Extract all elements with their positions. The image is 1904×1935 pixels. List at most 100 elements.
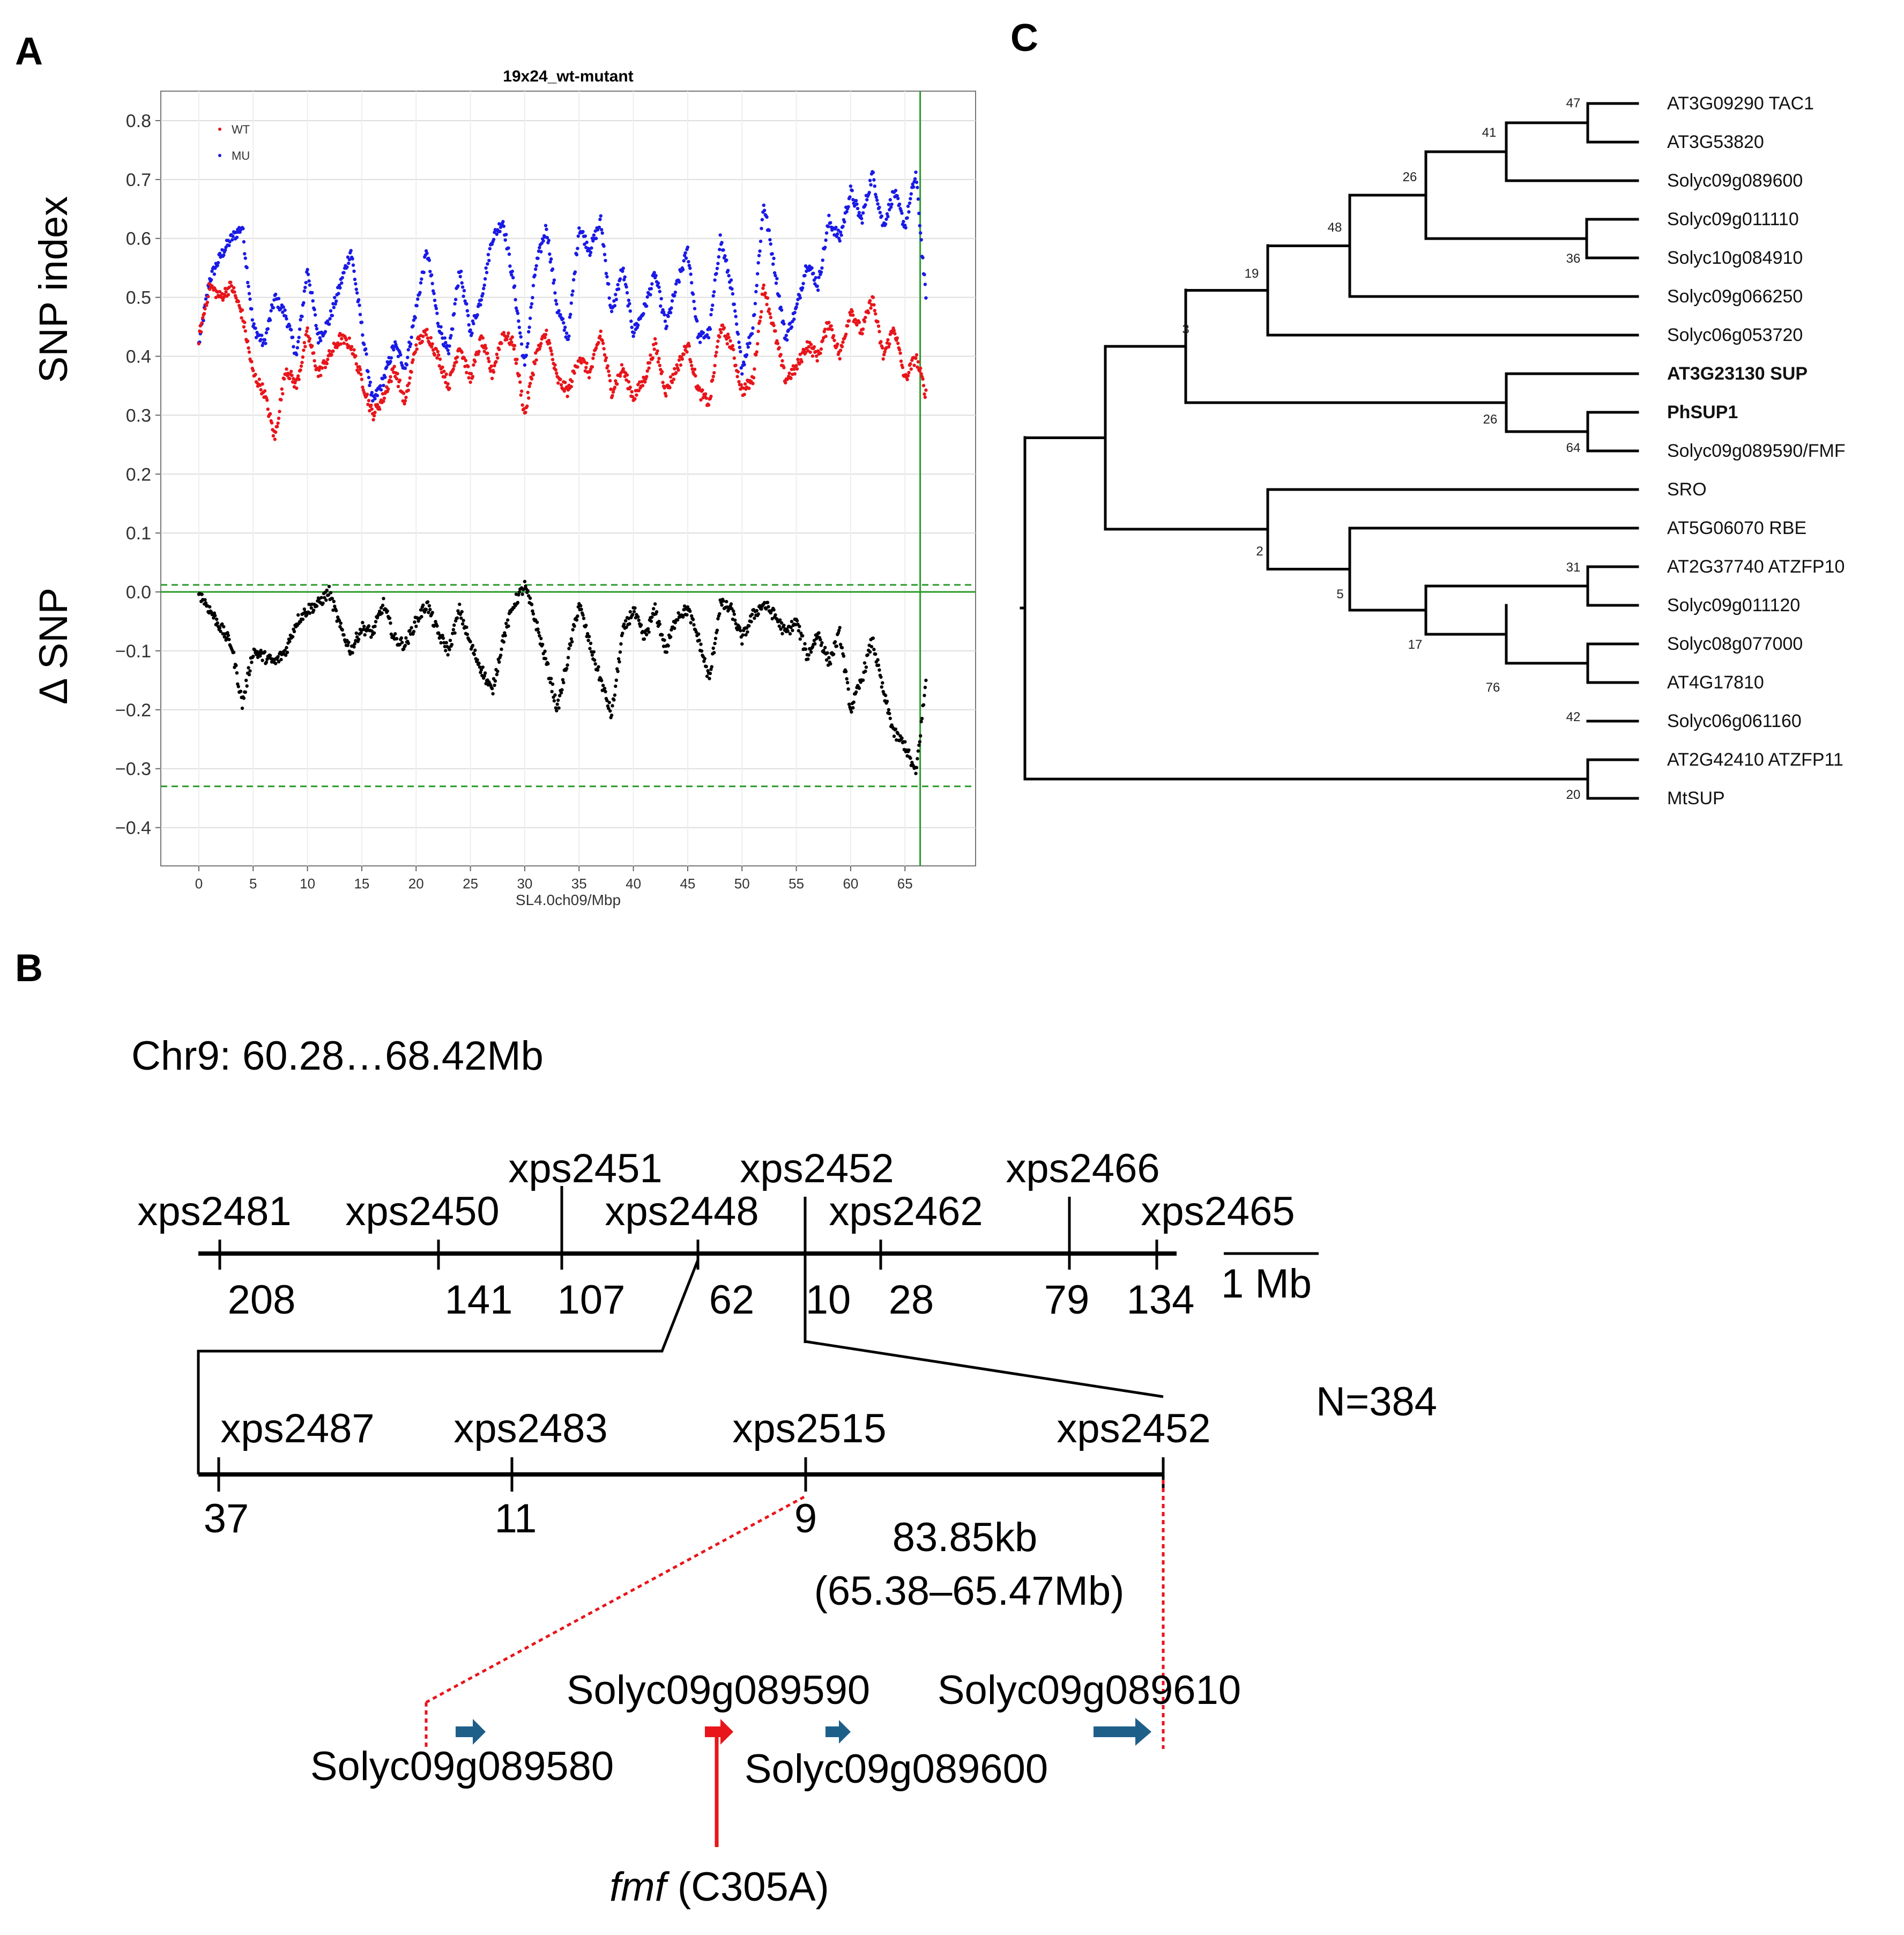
tree-leaf-label: Solyc09g089590/FMF bbox=[1667, 441, 1846, 461]
point-mu bbox=[605, 275, 609, 279]
point-mu bbox=[860, 217, 864, 220]
point-mu bbox=[649, 293, 652, 296]
point-wt bbox=[442, 369, 446, 373]
point-delta bbox=[530, 603, 534, 606]
point-mu bbox=[726, 269, 730, 272]
point-mu bbox=[745, 353, 749, 357]
point-wt bbox=[736, 370, 740, 374]
point-delta bbox=[571, 628, 575, 632]
point-delta bbox=[825, 651, 829, 655]
point-mu bbox=[458, 275, 462, 279]
point-wt bbox=[434, 347, 438, 351]
point-wt bbox=[656, 360, 660, 364]
point-delta bbox=[699, 642, 703, 646]
point-wt bbox=[907, 370, 911, 374]
point-wt bbox=[279, 398, 283, 402]
point-mu bbox=[900, 211, 904, 215]
point-mu bbox=[378, 384, 382, 388]
point-wt bbox=[222, 295, 226, 299]
point-mu bbox=[512, 284, 517, 288]
point-wt bbox=[360, 377, 364, 381]
point-wt bbox=[767, 307, 771, 311]
point-mu bbox=[569, 301, 574, 305]
point-mu bbox=[604, 271, 608, 276]
point-delta bbox=[697, 632, 701, 636]
point-delta bbox=[685, 613, 689, 617]
point-wt bbox=[234, 296, 238, 300]
point-delta bbox=[597, 665, 600, 669]
point-wt bbox=[873, 309, 877, 313]
point-mu bbox=[415, 303, 419, 308]
point-delta bbox=[618, 650, 622, 654]
point-wt bbox=[779, 353, 783, 357]
y-tick-label: 0.2 bbox=[126, 464, 151, 485]
point-mu bbox=[654, 273, 658, 278]
point-wt bbox=[487, 360, 491, 364]
point-wt bbox=[780, 359, 784, 363]
point-wt bbox=[810, 354, 815, 358]
x-tick-label: 25 bbox=[463, 876, 478, 892]
point-delta bbox=[240, 706, 244, 710]
point-mu bbox=[482, 283, 486, 287]
point-wt bbox=[713, 354, 718, 358]
point-wt bbox=[876, 320, 880, 324]
point-delta bbox=[885, 699, 889, 703]
point-mu bbox=[740, 372, 744, 376]
point-mu bbox=[812, 271, 815, 275]
point-mu bbox=[616, 287, 621, 291]
point-delta bbox=[619, 642, 623, 646]
point-wt bbox=[592, 352, 596, 357]
point-delta bbox=[633, 606, 637, 610]
point-mu bbox=[738, 345, 742, 349]
point-mu bbox=[308, 283, 312, 287]
point-delta bbox=[572, 624, 576, 628]
point-wt bbox=[437, 353, 441, 357]
point-wt bbox=[276, 421, 280, 425]
point-mu bbox=[539, 250, 543, 254]
point-mu bbox=[814, 276, 818, 280]
point-delta bbox=[448, 639, 452, 642]
point-delta bbox=[478, 665, 482, 669]
point-delta bbox=[242, 696, 246, 700]
point-delta bbox=[586, 639, 590, 642]
point-delta bbox=[475, 658, 479, 662]
point-delta bbox=[857, 686, 861, 690]
point-wt bbox=[914, 353, 919, 357]
point-mu bbox=[665, 324, 669, 328]
point-delta bbox=[226, 633, 230, 637]
point-wt bbox=[389, 380, 393, 383]
point-mu bbox=[353, 277, 357, 281]
point-wt bbox=[247, 350, 251, 354]
point-mu bbox=[687, 260, 690, 264]
y-tick-label: 0.8 bbox=[126, 111, 151, 131]
point-mu bbox=[824, 238, 828, 242]
point-delta bbox=[589, 641, 593, 646]
point-mu bbox=[215, 263, 219, 268]
point-wt bbox=[339, 342, 343, 346]
point-wt bbox=[850, 309, 854, 314]
point-mu bbox=[333, 302, 337, 306]
point-delta bbox=[491, 692, 495, 696]
point-mu bbox=[382, 383, 385, 388]
point-delta bbox=[916, 749, 920, 753]
point-mu bbox=[569, 313, 572, 316]
point-mu bbox=[628, 302, 631, 306]
point-wt bbox=[758, 319, 762, 323]
point-mu bbox=[912, 185, 916, 189]
bootstrap-value: 76 bbox=[1486, 680, 1500, 695]
point-wt bbox=[756, 329, 760, 333]
point-wt bbox=[451, 367, 455, 371]
point-delta bbox=[604, 690, 607, 694]
point-mu bbox=[614, 293, 618, 296]
point-wt bbox=[305, 329, 309, 333]
point-wt bbox=[627, 380, 631, 384]
marker-label-xps2452: xps2452 bbox=[740, 1146, 894, 1191]
point-wt bbox=[538, 344, 542, 349]
point-mu bbox=[730, 287, 734, 291]
bootstrap-value: 2 bbox=[1256, 544, 1263, 559]
tree-leaf-label: MtSUP bbox=[1667, 788, 1725, 809]
point-wt bbox=[924, 388, 928, 392]
chart-title: 19x24_wt-mutant bbox=[503, 68, 633, 85]
point-delta bbox=[227, 637, 231, 641]
